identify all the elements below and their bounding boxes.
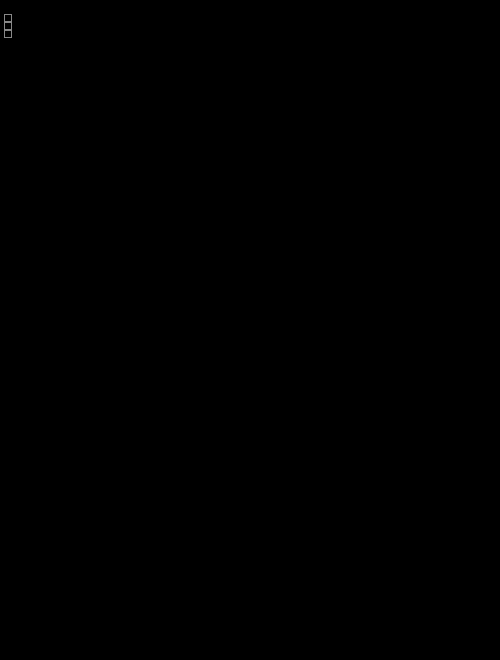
legend xyxy=(4,14,14,38)
swatch-mt xyxy=(4,22,12,30)
swatch-pt xyxy=(4,30,12,38)
chart-title xyxy=(0,0,500,4)
swatch-st xyxy=(4,14,12,22)
